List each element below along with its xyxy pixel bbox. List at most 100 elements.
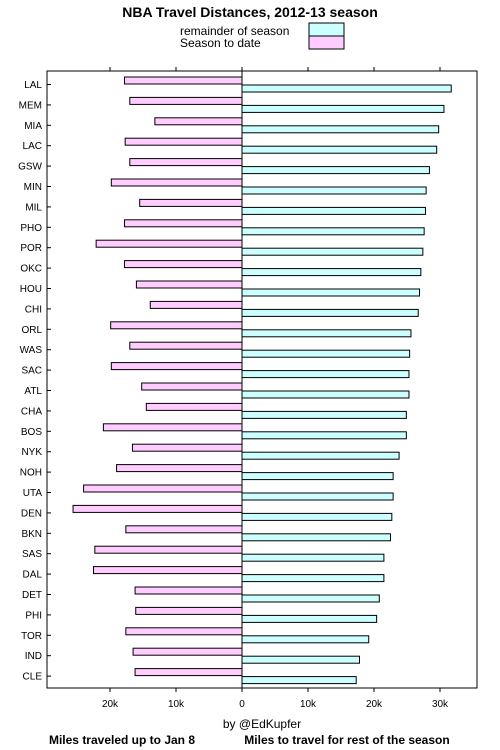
bar-remainder-phi: [241, 614, 378, 623]
team-label-mem: MEM: [19, 100, 42, 111]
bar-to-date-dal: [93, 566, 243, 575]
bar-remainder-dal: [241, 574, 385, 583]
bar-remainder-tor: [241, 635, 370, 644]
bar-remainder-ind: [241, 655, 360, 664]
bar-remainder-mem: [241, 104, 445, 113]
bar-to-date-mil: [139, 198, 243, 207]
team-label-cha: CHA: [21, 406, 42, 417]
bar-to-date-hou: [135, 280, 243, 289]
team-label-was: WAS: [20, 345, 43, 356]
bar-remainder-okc: [241, 268, 422, 277]
bar-to-date-cle: [134, 668, 243, 677]
x-tick-label: 10k: [168, 699, 185, 710]
x-axis-ticks: 20k 10k 0 10k 20k 30k: [102, 67, 449, 710]
team-label-min: MIN: [24, 182, 42, 193]
team-label-cle: CLE: [23, 672, 43, 683]
team-label-uta: UTA: [23, 488, 43, 499]
bar-to-date-por: [95, 239, 243, 248]
bar-remainder-noh: [241, 472, 394, 481]
bar-remainder-uta: [241, 492, 394, 501]
team-label-atl: ATL: [24, 386, 42, 397]
bar-to-date-lac: [124, 137, 243, 146]
bar-remainder-lal: [241, 84, 452, 93]
team-label-noh: NOH: [20, 468, 42, 479]
bar-remainder-nyk: [241, 451, 400, 460]
bar-to-date-mia: [154, 117, 243, 126]
team-label-orl: ORL: [21, 325, 42, 336]
bar-to-date-gsw: [129, 158, 243, 167]
bar-to-date-lal: [124, 76, 243, 85]
bar-to-date-sas: [94, 545, 243, 554]
bar-to-date-bos: [102, 423, 243, 432]
team-label-lac: LAC: [23, 141, 42, 152]
team-label-bos: BOS: [21, 427, 42, 438]
x-tick-label: 20k: [102, 699, 119, 710]
credit: by @EdKupfer: [223, 717, 301, 731]
team-label-sas: SAS: [22, 549, 42, 560]
bar-to-date-den: [72, 504, 243, 513]
bar-to-date-mem: [129, 96, 243, 105]
team-label-okc: OKC: [20, 264, 42, 275]
legend-swatch-remainder: [308, 22, 345, 37]
bar-remainder-min: [241, 186, 427, 195]
team-label-chi: CHI: [25, 304, 42, 315]
legend: remainder of season Season to date: [180, 22, 345, 50]
bar-to-date-det: [134, 586, 243, 595]
bar-to-date-atl: [141, 382, 243, 391]
bar-remainder-cle: [241, 676, 357, 685]
team-label-pho: PHO: [20, 223, 42, 234]
team-label-nyk: NYK: [21, 447, 42, 458]
bar-remainder-sas: [241, 553, 385, 562]
bar-to-date-uta: [83, 484, 243, 493]
bar-to-date-ind: [132, 647, 243, 656]
bar-remainder-den: [241, 512, 393, 521]
bar-remainder-lac: [241, 145, 438, 154]
legend-swatch-to-date: [308, 35, 345, 50]
bar-remainder-bos: [241, 431, 407, 440]
team-label-dal: DAL: [23, 570, 43, 581]
bar-remainder-mil: [241, 206, 426, 215]
bar-remainder-orl: [241, 329, 412, 338]
bars: [72, 76, 452, 685]
x-tick-label: 20k: [366, 699, 383, 710]
bar-to-date-sac: [110, 362, 243, 371]
team-label-ind: IND: [25, 651, 42, 662]
bar-remainder-atl: [241, 390, 410, 399]
team-label-det: DET: [22, 590, 42, 601]
bar-to-date-orl: [110, 321, 243, 330]
plot-frame: [46, 70, 478, 689]
bar-to-date-was: [129, 341, 243, 350]
team-label-den: DEN: [21, 508, 42, 519]
team-label-por: POR: [20, 243, 42, 254]
bar-to-date-phi: [135, 606, 243, 615]
team-label-mil: MIL: [25, 202, 42, 213]
bar-to-date-noh: [116, 464, 243, 473]
bar-to-date-nyk: [131, 443, 243, 452]
bar-to-date-cha: [145, 402, 243, 411]
bar-to-date-bkn: [125, 525, 243, 534]
bar-remainder-bkn: [241, 533, 391, 542]
x-tick-label: 0: [239, 699, 245, 710]
legend-label-to-date: Season to date: [180, 36, 261, 50]
team-label-lal: LAL: [24, 80, 42, 91]
bar-to-date-min: [110, 178, 243, 187]
team-label-hou: HOU: [20, 284, 42, 295]
bar-to-date-tor: [125, 627, 243, 636]
bar-to-date-okc: [124, 260, 243, 269]
x-tick-label: 30k: [432, 699, 449, 710]
bar-remainder-gsw: [241, 166, 430, 175]
bar-remainder-hou: [241, 288, 421, 297]
x-axis-label-right: Miles to travel for rest of the season: [244, 733, 449, 747]
legend-label-remainder: remainder of season: [180, 24, 289, 38]
team-label-tor: TOR: [21, 631, 42, 642]
bar-remainder-det: [241, 594, 380, 603]
chart-title: NBA Travel Distances, 2012-13 season: [122, 4, 378, 20]
team-label-bkn: BKN: [21, 529, 42, 540]
bar-remainder-was: [241, 349, 411, 358]
bar-remainder-chi: [241, 308, 419, 317]
bar-remainder-sac: [241, 370, 410, 379]
bar-to-date-chi: [149, 300, 243, 309]
team-label-sac: SAC: [21, 366, 42, 377]
bar-remainder-cha: [241, 410, 407, 419]
team-labels: LAL MEM MIA LAC GSW MIN MIL PHO POR OKC HOU CHI ORL W…: [18, 80, 51, 683]
